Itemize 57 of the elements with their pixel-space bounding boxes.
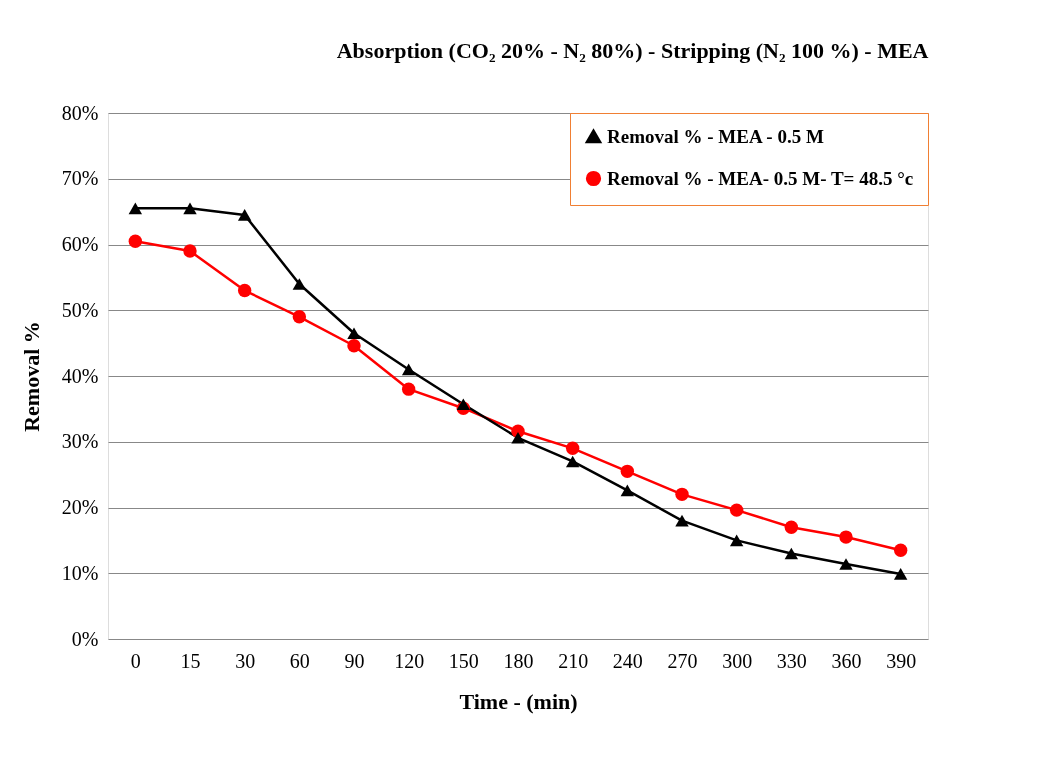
point — [729, 503, 744, 517]
point — [347, 339, 361, 353]
point — [292, 310, 307, 324]
x-tick-label: 60 — [289, 649, 310, 672]
point — [839, 530, 853, 544]
y-tick-label: 30% — [61, 430, 99, 453]
point — [183, 202, 197, 215]
point — [675, 487, 689, 502]
x-tick-label: 15 — [180, 649, 201, 672]
x-tick-label: 30 — [235, 649, 256, 672]
x-tick-label: 0 — [130, 649, 141, 672]
point — [839, 558, 853, 570]
y-tick-label: 10% — [61, 561, 99, 584]
x-tick-label: 210 — [558, 649, 589, 672]
point — [784, 547, 799, 560]
legend-label: Removal % - MEA - 0.5 M — [607, 125, 824, 147]
point — [565, 441, 580, 456]
point — [729, 534, 744, 547]
point — [128, 202, 143, 215]
point — [128, 234, 143, 248]
x-tick-label: 390 — [886, 649, 917, 672]
y-axis-title: Removal % — [18, 321, 44, 432]
y-tick-label: 40% — [61, 364, 99, 387]
point — [237, 209, 252, 221]
point — [893, 543, 908, 557]
point — [183, 244, 197, 258]
point — [292, 278, 307, 290]
y-tick-label: 50% — [61, 298, 99, 321]
chart-title: Absorption (CO₂ 20% - N₂ 80%) - Stripping (N₂ 100 %) - MEA — [336, 38, 929, 63]
x-tick-label: 240 — [612, 649, 643, 672]
point — [456, 398, 471, 411]
point — [565, 455, 580, 468]
point — [237, 283, 252, 298]
point — [401, 382, 416, 396]
point — [347, 327, 361, 340]
point — [675, 514, 689, 527]
point — [893, 568, 908, 580]
legend-label: Removal % - MEA- 0.5 M- T= 48.5 °c — [607, 167, 914, 189]
x-tick-label: 270 — [667, 649, 698, 672]
y-tick-label: 70% — [61, 167, 99, 190]
point — [401, 363, 416, 376]
x-tick-label: 90 — [344, 649, 365, 672]
x-axis-title: Time - (min) — [459, 688, 578, 714]
x-tick-label: 360 — [831, 649, 862, 672]
point — [511, 432, 525, 444]
y-tick-label: 0% — [71, 627, 99, 650]
point — [620, 484, 635, 497]
y-tick-label: 20% — [61, 496, 99, 518]
x-tick-label: 330 — [776, 649, 807, 672]
x-tick-label: 120 — [394, 649, 425, 672]
y-tick-label: 80% — [61, 101, 99, 124]
point — [784, 520, 799, 534]
x-tick-label: 300 — [722, 649, 753, 672]
x-tick-label: 180 — [503, 649, 534, 672]
point — [620, 464, 635, 479]
x-tick-label: 150 — [448, 649, 479, 672]
y-tick-label: 60% — [61, 233, 99, 255]
